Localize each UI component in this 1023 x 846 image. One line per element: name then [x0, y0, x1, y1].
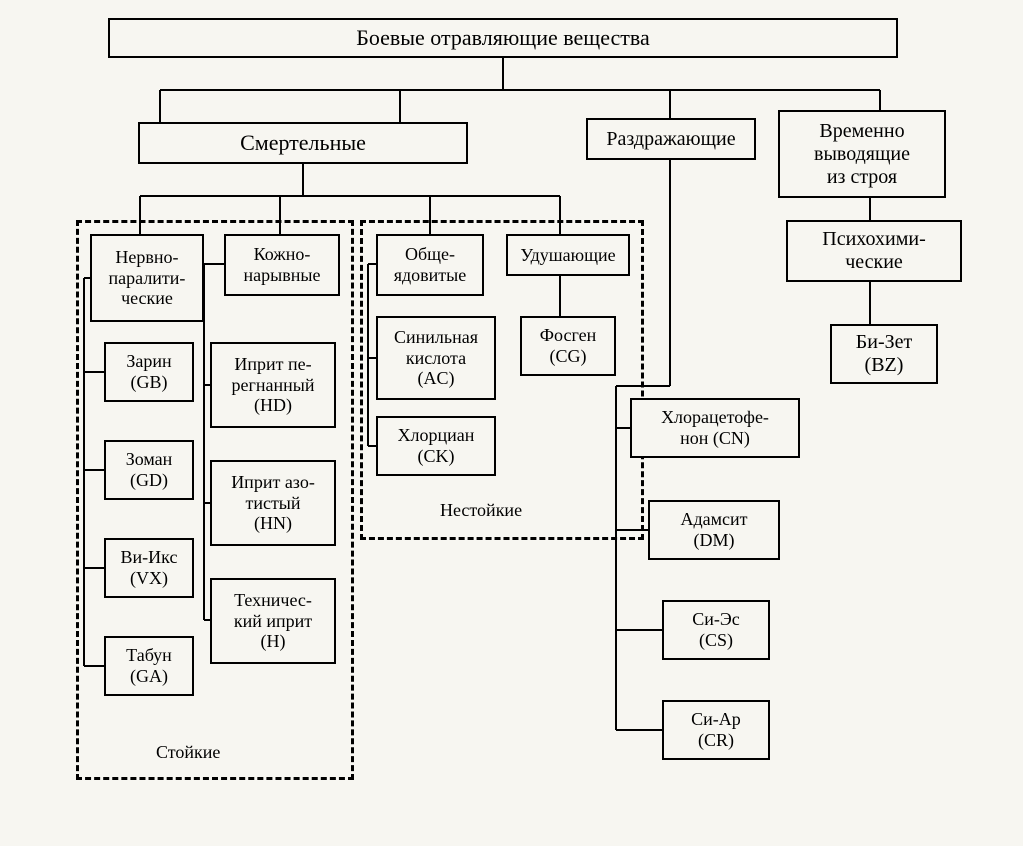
node-root: Боевые отравляющие вещества	[108, 18, 898, 58]
node-blister-label: Кожно-нарывные	[244, 244, 321, 285]
node-lethal: Смертельные	[138, 122, 468, 164]
node-adamsite-dm: Адамсит(DM)	[648, 500, 780, 560]
node-blood-agents: Обще-ядовитые	[376, 234, 484, 296]
node-bz: Би-Зет(BZ)	[830, 324, 938, 384]
node-tabun-label: Табун(GA)	[126, 645, 172, 686]
node-psychochemical: Психохими-ческие	[786, 220, 962, 282]
node-choking-label: Удушающие	[520, 245, 615, 266]
persistent-label-text: Стойкие	[156, 742, 220, 762]
node-hydrogen-cyanide-ac: Синильнаякислота(AC)	[376, 316, 496, 400]
node-tabun-ga: Табун(GA)	[104, 636, 194, 696]
node-soman-label: Зоман(GD)	[126, 449, 173, 490]
node-nerve-agents: Нервно-паралити-ческие	[90, 234, 204, 322]
node-blood-label: Обще-ядовитые	[394, 244, 467, 285]
node-lethal-label: Смертельные	[240, 130, 366, 155]
node-cg-label: Фосген(CG)	[540, 325, 596, 366]
node-blister-agents: Кожно-нарывные	[224, 234, 340, 296]
node-bz-label: Би-Зет(BZ)	[856, 331, 912, 377]
node-vx-label: Ви-Икс(VX)	[121, 547, 178, 588]
node-sarin-gb: Зарин(GB)	[104, 342, 194, 402]
node-cn: Хлорацетофе-нон (CN)	[630, 398, 800, 458]
node-cr: Си-Ар(CR)	[662, 700, 770, 760]
node-ac-label: Синильнаякислота(AC)	[394, 327, 478, 389]
node-hn-label: Иприт азо-тистый(HN)	[231, 472, 315, 534]
node-root-label: Боевые отравляющие вещества	[356, 25, 650, 50]
node-incapacitating: Временновыводящиеиз строя	[778, 110, 946, 198]
diagram-canvas: Боевые отравляющие вещества Смертельные …	[0, 0, 1023, 846]
persistent-label: Стойкие	[156, 742, 220, 763]
node-cr-label: Си-Ар(CR)	[691, 709, 741, 750]
nonpersistent-label-text: Нестойкие	[440, 500, 522, 520]
node-h-label: Техничес-кий иприт(H)	[234, 590, 312, 652]
node-mustard-h: Техничес-кий иприт(H)	[210, 578, 336, 664]
nonpersistent-label: Нестойкие	[440, 500, 522, 521]
node-cs-label: Си-Эс(CS)	[692, 609, 740, 650]
node-vx: Ви-Икс(VX)	[104, 538, 194, 598]
node-irritant-label: Раздражающие	[606, 128, 735, 151]
node-cs: Си-Эс(CS)	[662, 600, 770, 660]
node-cn-label: Хлорацетофе-нон (CN)	[661, 407, 769, 448]
node-phosgene-cg: Фосген(CG)	[520, 316, 616, 376]
node-ck-label: Хлорциан(CK)	[398, 425, 475, 466]
node-irritant: Раздражающие	[586, 118, 756, 160]
node-mustard-hn: Иприт азо-тистый(HN)	[210, 460, 336, 546]
node-sarin-label: Зарин(GB)	[126, 351, 171, 392]
node-cyanogen-chloride-ck: Хлорциан(CK)	[376, 416, 496, 476]
node-choking-agents: Удушающие	[506, 234, 630, 276]
node-nerve-label: Нервно-паралити-ческие	[109, 247, 186, 309]
node-hd-label: Иприт пе-регнанный(HD)	[232, 354, 315, 416]
node-mustard-hd: Иприт пе-регнанный(HD)	[210, 342, 336, 428]
node-incapacitating-label: Временновыводящиеиз строя	[814, 120, 910, 189]
node-psychochemical-label: Психохими-ческие	[822, 228, 926, 274]
node-dm-label: Адамсит(DM)	[680, 509, 747, 550]
node-soman-gd: Зоман(GD)	[104, 440, 194, 500]
